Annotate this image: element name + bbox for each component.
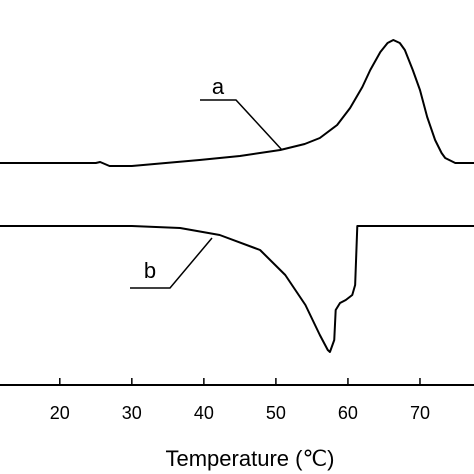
x-tick-label: 40 <box>194 403 214 423</box>
x-tick-label: 30 <box>122 403 142 423</box>
x-tick-label: 60 <box>338 403 358 423</box>
curve-label: b <box>144 258 156 283</box>
x-tick-label: 50 <box>266 403 286 423</box>
x-tick-label: 70 <box>410 403 430 423</box>
curve <box>0 225 474 353</box>
annotation-leader <box>130 237 213 289</box>
annotation-leader <box>200 99 283 151</box>
curve-label: a <box>212 74 225 99</box>
x-tick-label: 20 <box>50 403 70 423</box>
x-axis-label: Temperature (℃) <box>166 446 335 471</box>
curve <box>0 39 474 167</box>
